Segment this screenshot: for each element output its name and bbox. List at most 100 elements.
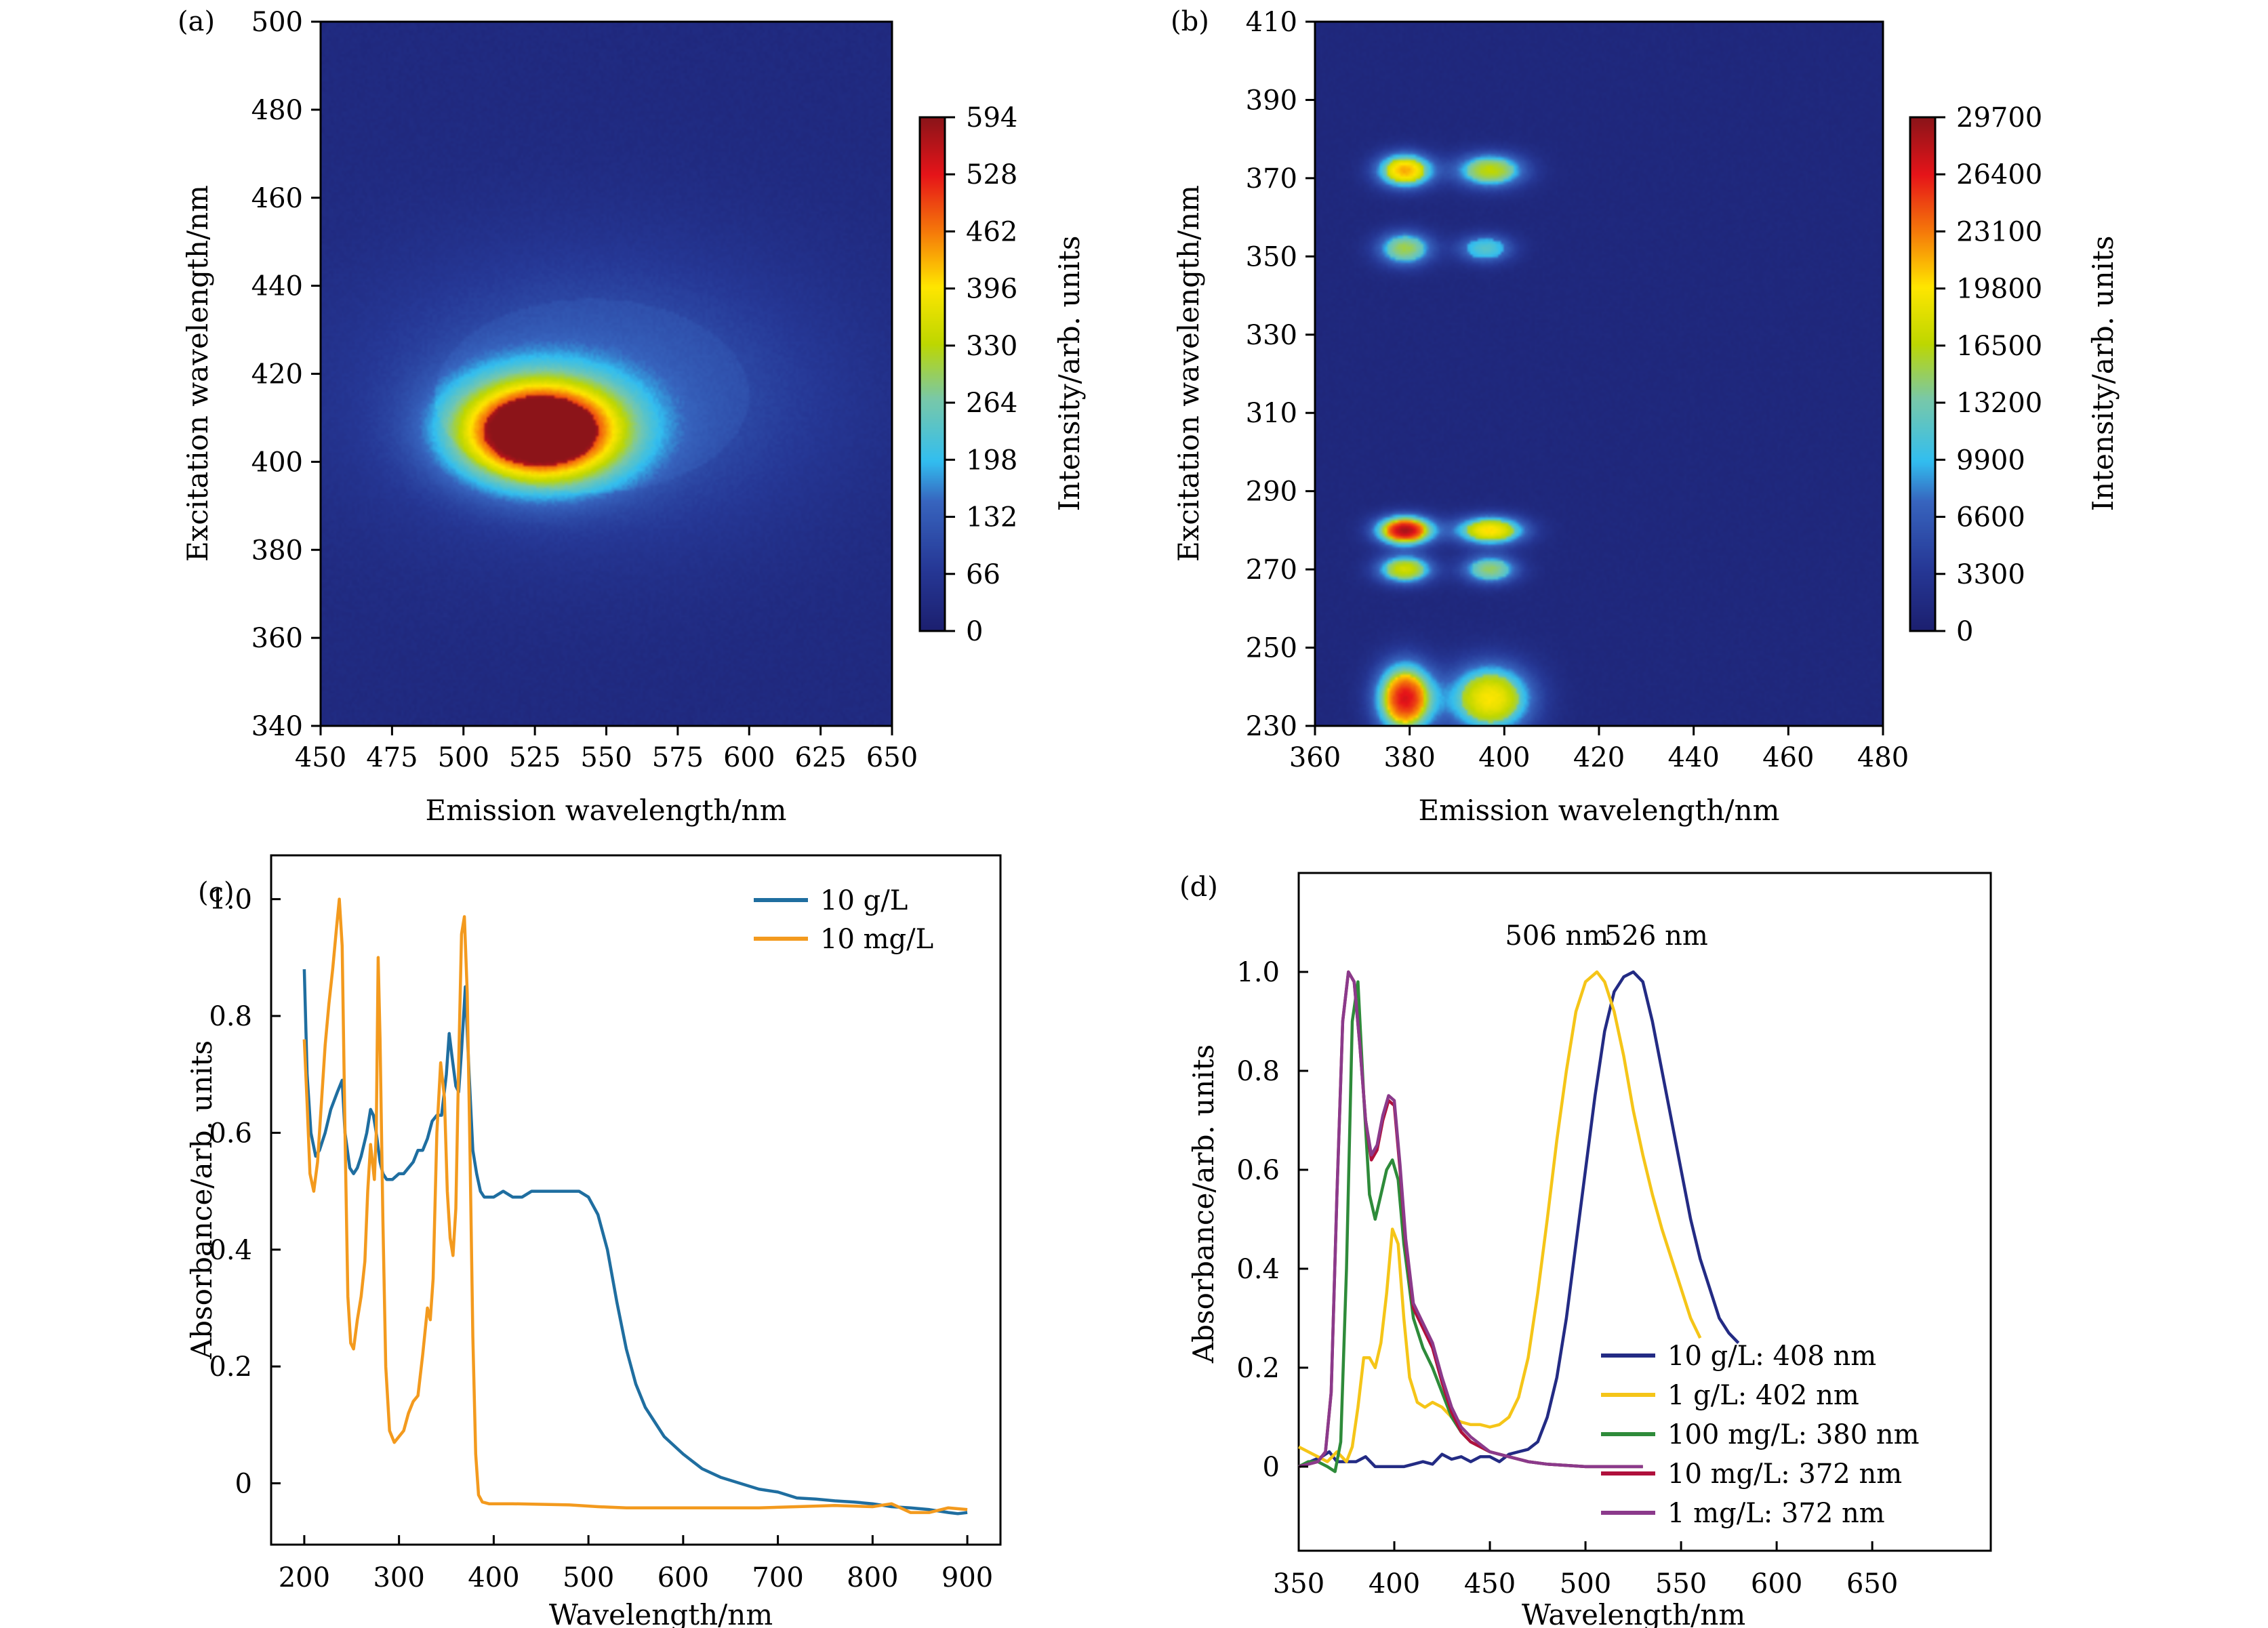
heatmap-b-ylabel: Excitation wavelength/nm [1172, 185, 1205, 562]
colorbar-a-label: Intensity/arb. units [1053, 236, 1086, 512]
x-tick-label: 900 [941, 1562, 993, 1593]
x-tick-label: 500 [563, 1562, 614, 1593]
x-tick-label: 300 [373, 1562, 424, 1593]
x-tick-label: 420 [1573, 742, 1625, 773]
x-tick-label: 600 [1751, 1568, 1802, 1600]
x-tick-label: 800 [847, 1562, 898, 1593]
x-tick-label: 700 [752, 1562, 803, 1593]
y-tick-label: 480 [251, 95, 303, 126]
colorbar-tick-label: 19800 [1956, 274, 2042, 305]
chart-c-legend: 10 g/L 10 mg/L [754, 885, 933, 955]
y-tick-label: 380 [251, 535, 303, 566]
legend-label: 1 g/L: 402 nm [1667, 1380, 1859, 1411]
colorbar-tick-label: 13200 [1956, 388, 2042, 419]
x-tick-label: 450 [1464, 1568, 1516, 1600]
y-tick-label: 330 [1246, 320, 1297, 351]
chart-c-ticks: 200 300 400 500 600 700 800 90000.20.40.60.81.0 [209, 884, 993, 1593]
heatmap-a-image [321, 22, 892, 726]
x-tick-label: 450 [295, 742, 346, 773]
colorbar-tick-label: 264 [966, 388, 1017, 419]
y-tick-label: 230 [1246, 711, 1297, 742]
figure: (a) 450 475 500 525 550 575 600 625 650340360380… [0, 0, 2268, 1628]
y-tick-label: 0 [1263, 1452, 1280, 1483]
y-tick-label: 290 [1246, 476, 1297, 508]
heatmap-b-xlabel: Emission wavelength/nm [1419, 794, 1780, 827]
legend-label: 10 mg/L: 372 nm [1667, 1459, 1902, 1490]
x-tick-label: 650 [866, 742, 918, 773]
y-tick-label: 0.4 [1236, 1254, 1280, 1285]
panel-a-heatmap: (a) 450 475 500 525 550 575 600 625 650 340 360 380… [178, 6, 1086, 827]
x-tick-label: 550 [1655, 1568, 1707, 1600]
x-tick-label: 380 [1383, 742, 1435, 773]
y-tick-label: 1.0 [1236, 957, 1280, 988]
y-tick-label: 410 [1246, 7, 1297, 38]
y-tick-label: 0.8 [209, 1001, 252, 1032]
x-tick-label: 480 [1857, 742, 1909, 773]
colorbar-tick-label: 594 [966, 102, 1017, 134]
heatmap-a-xlabel: Emission wavelength/nm [426, 794, 787, 827]
legend-label: 10 mg/L [820, 924, 933, 955]
y-tick-label: 360 [251, 623, 303, 654]
panel-label-a: (a) [178, 6, 215, 37]
y-tick-label: 310 [1246, 398, 1297, 429]
chart-d-annotations: 506 nm526 nm [1505, 920, 1707, 952]
colorbar-tick-label: 66 [966, 559, 1000, 590]
panel-b-heatmap: (b) 360 380 400 420 440 460 480230250270290310… [1171, 6, 2120, 827]
legend-label: 10 g/L: 408 nm [1667, 1341, 1876, 1372]
series-line-2 [1299, 982, 1643, 1472]
chart-c-frame [271, 855, 1000, 1545]
y-tick-label: 500 [251, 7, 303, 38]
colorbar-tick-label: 0 [966, 616, 983, 647]
heatmap-a-ylabel: Excitation wavelength/nm [181, 185, 214, 562]
y-tick-label: 1.0 [209, 884, 252, 916]
panel-c-line-chart: (c) 200 300 400 500 600 700 800 900 0 0.2 0.4 0.6 0.… [185, 855, 1000, 1628]
colorbar-b-gradient [1910, 117, 1935, 631]
y-tick-label: 370 [1246, 163, 1297, 195]
colorbar-tick-label: 9900 [1956, 445, 2025, 476]
chart-d-xlabel: Wavelength/nm [1522, 1598, 1745, 1628]
colorbar-tick-label: 6600 [1956, 502, 2025, 533]
peak-annotation: 526 nm [1604, 920, 1708, 952]
x-tick-label: 400 [468, 1562, 519, 1593]
panel-label-b: (b) [1171, 6, 1209, 37]
chart-d-legend: 10 g/L: 408 nm1 g/L: 402 nm100 mg/L: 380… [1601, 1341, 1920, 1529]
chart-c-xlabel: Wavelength/nm [549, 1598, 773, 1628]
colorbar-tick-label: 396 [966, 274, 1017, 305]
x-tick-label: 500 [438, 742, 489, 773]
x-tick-label: 625 [794, 742, 846, 773]
x-tick-label: 200 [279, 1562, 330, 1593]
chart-c-ylabel: Absorbance/arb. units [185, 1040, 218, 1360]
x-tick-label: 350 [1273, 1568, 1324, 1600]
y-tick-label: 0.6 [1236, 1155, 1280, 1186]
x-tick-label: 460 [1762, 742, 1814, 773]
y-tick-label: 350 [1246, 241, 1297, 272]
x-tick-label: 440 [1667, 742, 1719, 773]
colorbar-tick-label: 0 [1956, 616, 1973, 647]
chart-d-ylabel: Absorbance/arb. units [1187, 1044, 1220, 1364]
colorbar-tick-label: 29700 [1956, 102, 2042, 134]
y-tick-label: 460 [251, 183, 303, 214]
chart-c-series [304, 899, 967, 1514]
panel-d-line-chart: (d) 350 400 450 500 550 600 650 0 0.2 0.4 0.6 0.8 1.… [1179, 872, 1991, 1628]
colorbar-tick-label: 132 [966, 502, 1017, 533]
colorbar-b-label: Intensity/arb. units [2086, 236, 2120, 512]
x-tick-label: 525 [509, 742, 561, 773]
colorbar-a-ticks: 0 66 132 198 264 330 396 462 528 594 [945, 102, 1017, 647]
y-tick-label: 400 [251, 447, 303, 478]
legend-label: 1 mg/L: 372 nm [1667, 1498, 1885, 1529]
series-line-1 [304, 899, 967, 1513]
peak-annotation: 506 nm [1505, 920, 1608, 952]
colorbar-tick-label: 528 [966, 159, 1017, 190]
y-tick-label: 390 [1246, 85, 1297, 116]
colorbar-tick-label: 3300 [1956, 559, 2025, 590]
colorbar-tick-label: 330 [966, 331, 1017, 362]
colorbar-a-gradient [920, 117, 945, 631]
x-tick-label: 475 [366, 742, 418, 773]
y-tick-label: 420 [251, 359, 303, 390]
x-tick-label: 400 [1369, 1568, 1420, 1600]
heatmap-b-image [1315, 22, 1883, 726]
colorbar-tick-label: 23100 [1956, 216, 2042, 247]
legend-label: 10 g/L [820, 885, 908, 916]
y-tick-label: 0.8 [1236, 1056, 1280, 1087]
x-tick-label: 600 [657, 1562, 709, 1593]
